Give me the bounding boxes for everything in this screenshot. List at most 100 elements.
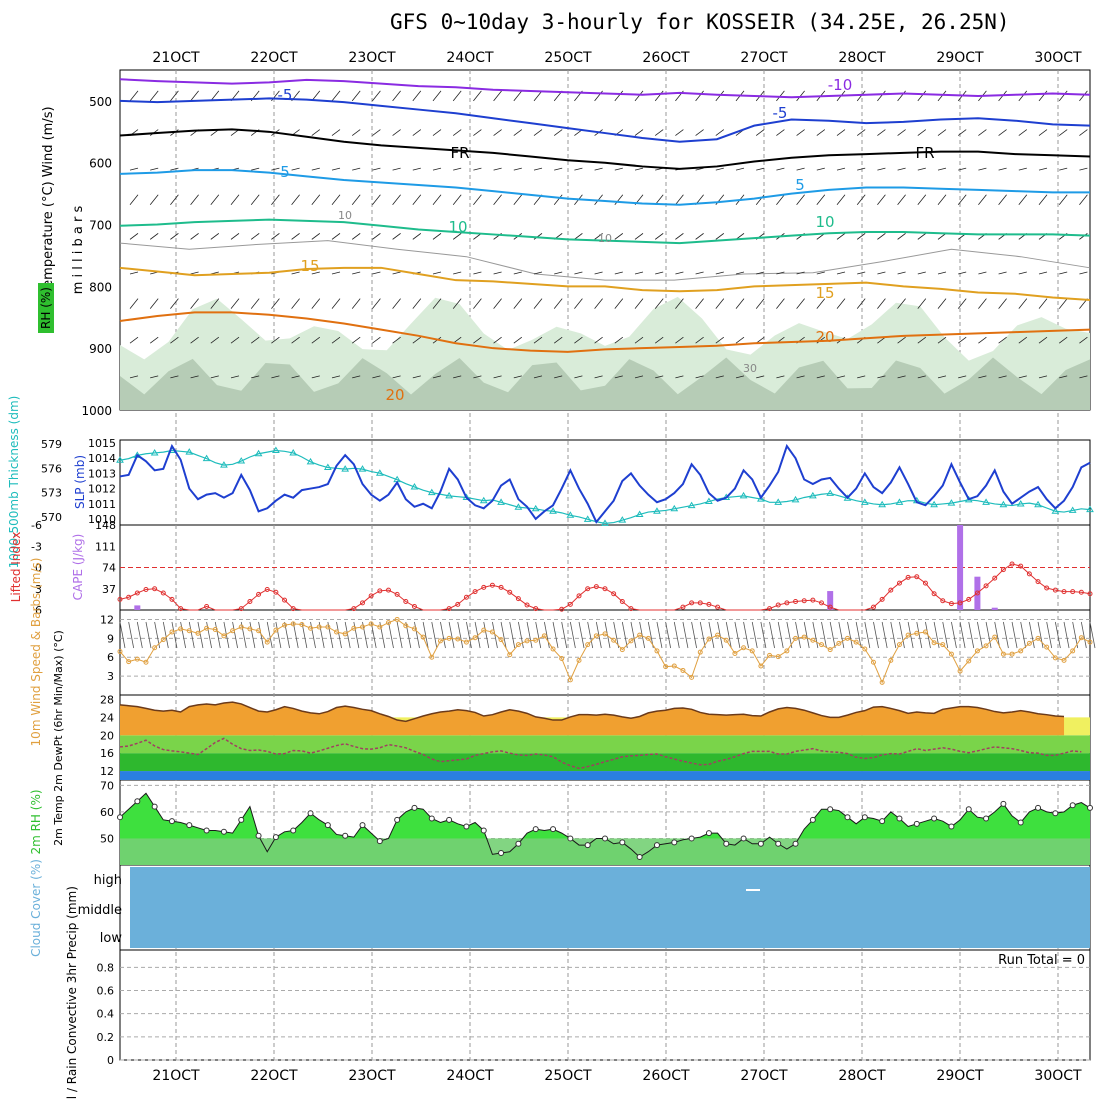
wind-barb <box>170 375 179 379</box>
thickness-point <box>653 507 661 514</box>
wind-barb <box>331 90 341 102</box>
wind-barb <box>634 271 644 275</box>
wind-barb <box>998 129 1007 136</box>
li-point <box>767 606 773 612</box>
wind-point <box>455 636 461 642</box>
wind-barb <box>452 298 462 309</box>
wind-point <box>264 639 270 645</box>
wind-barb <box>1038 336 1048 344</box>
li-point <box>533 606 539 612</box>
rh-point <box>948 823 955 830</box>
x-tick-label-top: 28OCT <box>838 50 886 66</box>
li-point <box>992 575 998 581</box>
wind-barb <box>899 621 905 649</box>
wind-barb <box>493 167 502 171</box>
li-point <box>489 582 495 588</box>
cloud-cover-area <box>130 867 1090 948</box>
isotherm-15 <box>119 266 1091 301</box>
wind-barb <box>821 621 827 649</box>
y-tick-label: 1015 <box>88 437 116 450</box>
li-point <box>810 597 816 603</box>
wind-barb <box>1079 375 1088 379</box>
wind-barb <box>291 375 300 379</box>
wind-barb <box>129 336 139 344</box>
wind-barb <box>735 298 745 309</box>
thickness-point <box>150 448 159 456</box>
wind-point <box>342 631 348 637</box>
thickness-point <box>410 482 419 490</box>
wind-barb <box>675 298 684 309</box>
wind-barb <box>170 233 179 240</box>
wind-barb <box>533 271 543 275</box>
wind-barb <box>513 298 523 309</box>
wind-barb <box>756 167 765 171</box>
wind-point <box>810 637 816 643</box>
wind-point <box>368 621 374 627</box>
wind-barb <box>392 233 401 240</box>
wind-point <box>827 647 833 653</box>
thickness-point <box>185 448 194 455</box>
thickness-point <box>843 494 852 501</box>
run-total-label: Run Total = 0 <box>998 953 1085 968</box>
wind-barb <box>755 298 765 309</box>
wind-barb <box>574 167 583 171</box>
wind-barb <box>473 298 482 309</box>
wind-barb <box>352 375 361 379</box>
y-tick-label: 37 <box>102 583 116 596</box>
wind-point <box>1009 651 1015 657</box>
contour-label-fifteen: 15 <box>300 257 319 275</box>
li-point <box>446 606 452 612</box>
y-tick-label: 1012 <box>88 483 116 496</box>
wind-point <box>896 642 902 648</box>
wind-point <box>879 679 885 685</box>
wind-barb <box>777 621 784 649</box>
thickness-point <box>618 516 627 523</box>
li-point <box>922 580 928 586</box>
wind-barb <box>129 167 139 171</box>
y-tick-label: 12 <box>100 613 114 626</box>
wind-barb <box>392 298 401 309</box>
li-point <box>360 600 365 606</box>
wind-barb <box>311 336 321 344</box>
thickness-point <box>427 488 436 496</box>
x-tick-label-top: 21OCT <box>152 50 200 66</box>
wind-barb <box>682 621 689 649</box>
wind-barb <box>129 271 139 275</box>
wind-barb <box>715 233 725 240</box>
rh-point <box>913 820 920 827</box>
wind-barb <box>1079 167 1088 171</box>
wind-barb <box>816 271 825 275</box>
wind-barb <box>351 233 361 240</box>
li-point <box>1000 567 1006 573</box>
wind-barb <box>751 621 758 649</box>
thickness-point <box>791 495 800 503</box>
ylabel-thickness: 1000-500mb Thickness (dm) <box>7 396 21 569</box>
thickness-point <box>514 503 523 510</box>
wind-barb <box>957 129 967 136</box>
wind-line <box>119 618 1091 684</box>
wind-barb <box>1054 621 1061 649</box>
wind-barb <box>284 621 290 649</box>
x-tick-label-bottom: 24OCT <box>446 1068 494 1084</box>
rh-point <box>342 832 349 839</box>
wind-point <box>585 642 591 648</box>
li-point <box>931 591 937 597</box>
x-tick-label-top: 23OCT <box>348 50 396 66</box>
wind-barb <box>513 90 523 102</box>
wind-barb <box>634 298 644 309</box>
wind-barb <box>230 298 240 309</box>
li-point <box>697 600 703 606</box>
wind-barb <box>452 129 462 136</box>
ylabel-rh: RH (%) <box>39 287 53 329</box>
wind-barb <box>1018 167 1027 171</box>
wind-barb <box>223 621 230 649</box>
wind-barb <box>877 90 886 102</box>
wind-barb <box>776 375 785 379</box>
wind-point <box>637 632 643 638</box>
wind-barb <box>1038 129 1048 136</box>
li-point <box>896 580 902 586</box>
wind-barb <box>614 336 624 344</box>
wind-barb <box>796 129 805 136</box>
wind-point <box>360 624 365 630</box>
wind-barb <box>291 233 300 240</box>
